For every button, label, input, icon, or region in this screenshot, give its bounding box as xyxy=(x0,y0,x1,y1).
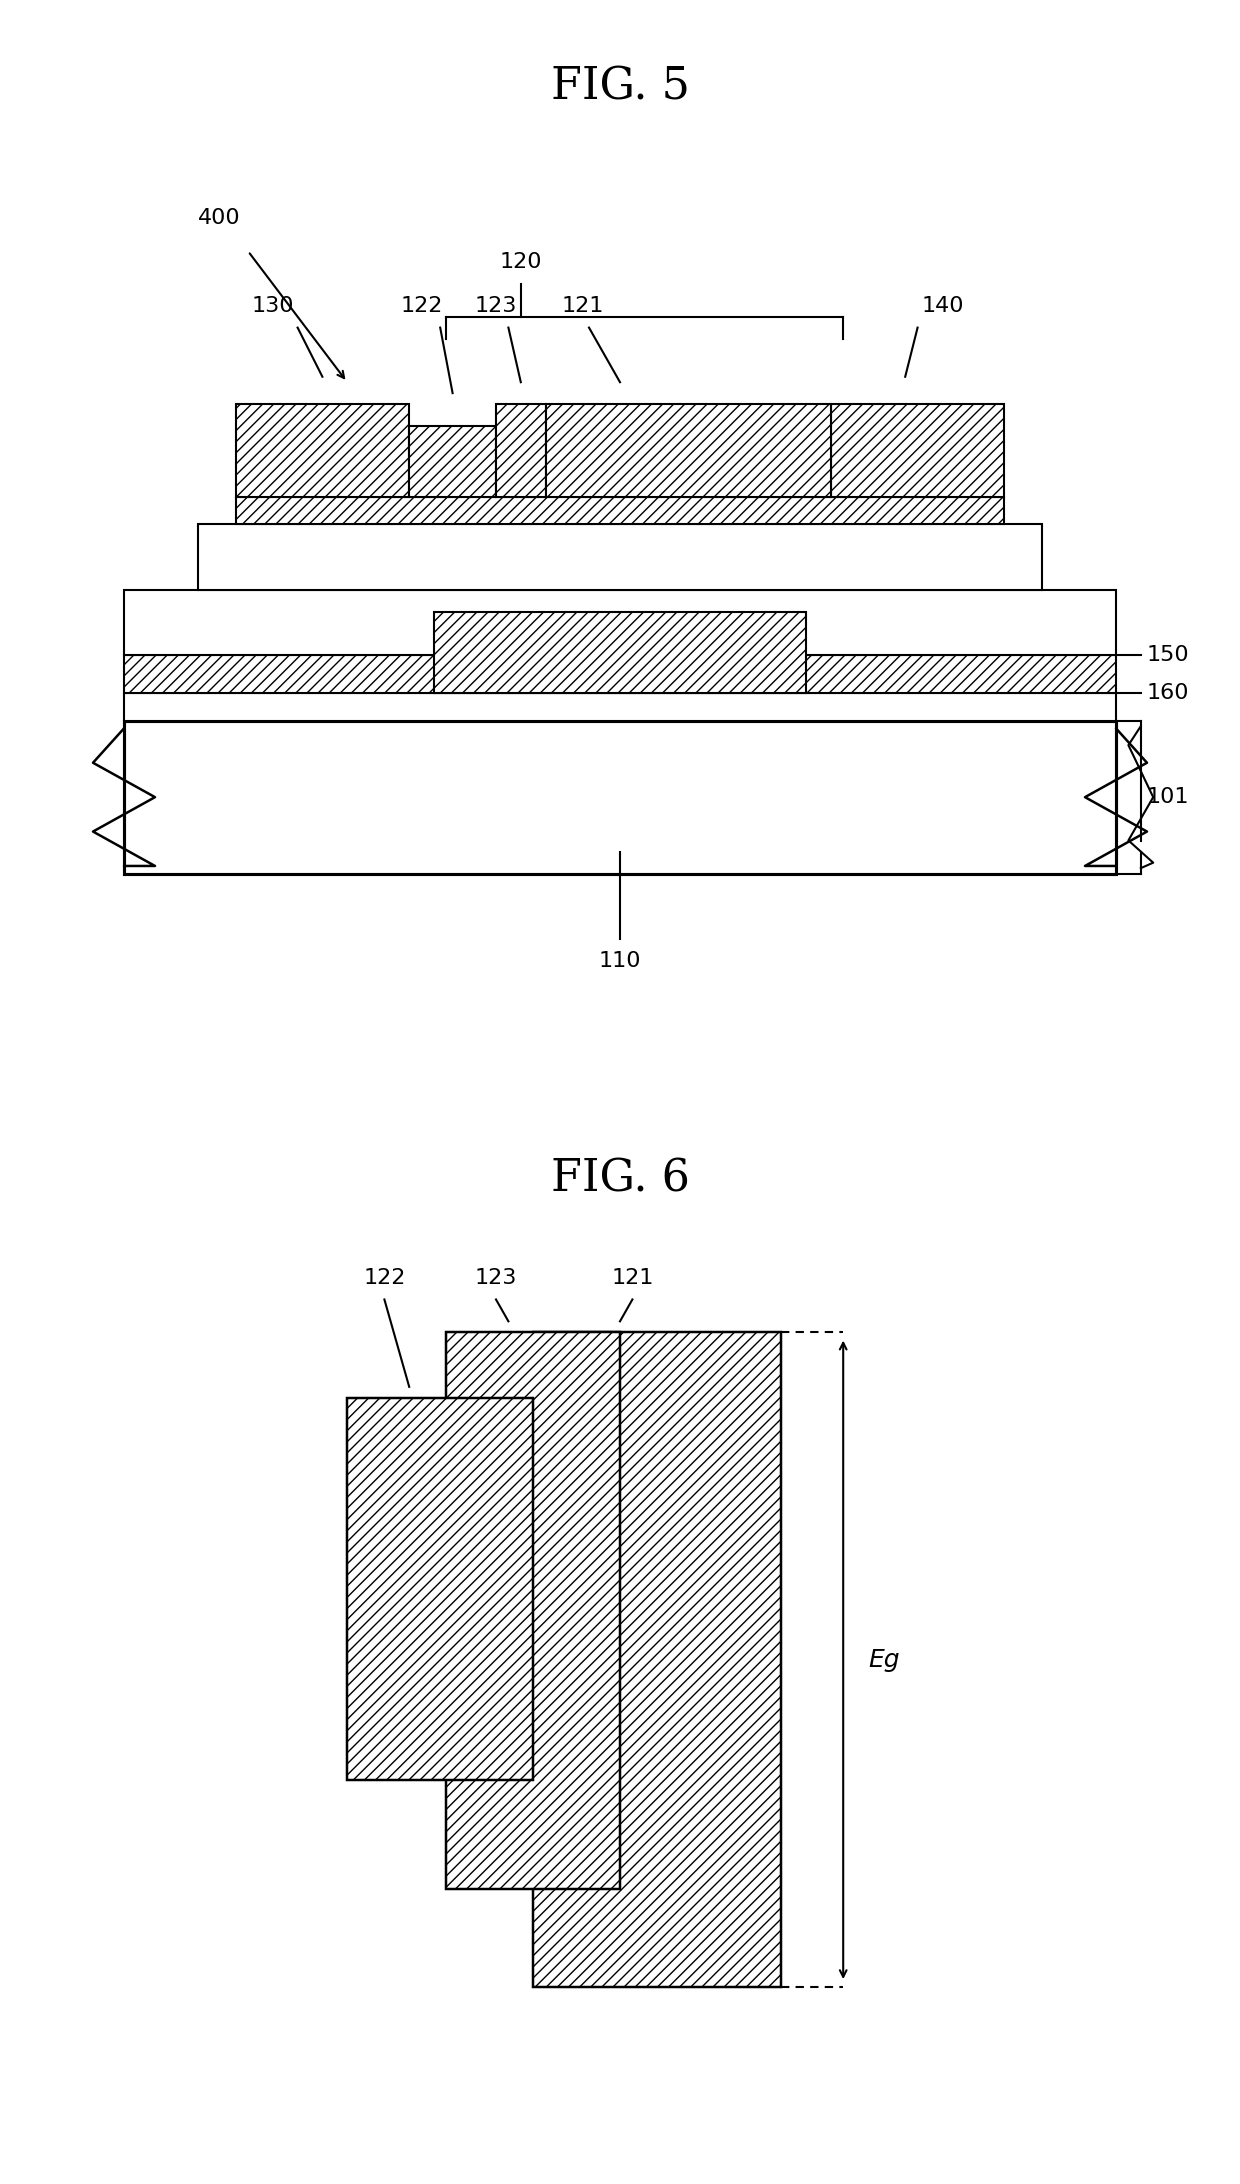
Bar xyxy=(198,524,1042,590)
Bar xyxy=(347,1398,533,1780)
Text: 400: 400 xyxy=(198,207,241,229)
Text: 123: 123 xyxy=(475,295,517,317)
Bar xyxy=(831,404,1004,498)
Bar xyxy=(409,426,496,498)
Text: 110: 110 xyxy=(599,950,641,972)
Text: 150: 150 xyxy=(1147,644,1189,666)
Text: FIG. 6: FIG. 6 xyxy=(551,1158,689,1201)
Text: 121: 121 xyxy=(562,295,604,317)
Bar xyxy=(236,496,1004,524)
Bar xyxy=(546,404,831,498)
Bar xyxy=(124,695,1116,721)
Text: 122: 122 xyxy=(363,1267,405,1289)
Text: 130: 130 xyxy=(252,295,294,317)
Text: FIG. 5: FIG. 5 xyxy=(551,66,689,109)
Text: 122: 122 xyxy=(401,295,443,317)
Bar xyxy=(434,612,806,695)
Bar xyxy=(496,404,546,498)
Text: 123: 123 xyxy=(475,1267,517,1289)
Text: 140: 140 xyxy=(921,295,963,317)
Bar xyxy=(124,655,1116,695)
Bar xyxy=(446,1332,620,1889)
Text: Eg: Eg xyxy=(868,1649,900,1671)
Text: 101: 101 xyxy=(1147,786,1189,808)
Text: 120: 120 xyxy=(500,251,542,273)
Bar xyxy=(124,721,1116,874)
Bar xyxy=(124,590,1116,655)
Bar xyxy=(236,404,409,498)
Bar xyxy=(533,1332,781,1987)
Text: 121: 121 xyxy=(611,1267,653,1289)
Text: 160: 160 xyxy=(1147,684,1189,703)
